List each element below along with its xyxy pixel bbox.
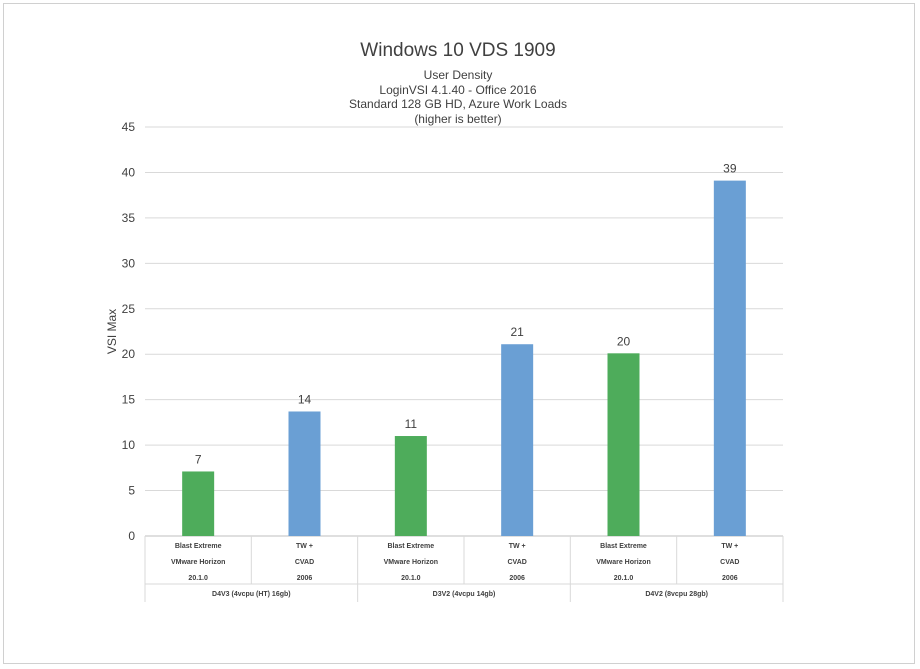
chart-subtitle-line: (higher is better)	[414, 112, 501, 126]
bar-data-label: 39	[723, 162, 737, 176]
y-tick-label: 35	[122, 211, 136, 225]
category-label: TW +	[721, 543, 738, 550]
y-tick-label: 30	[122, 256, 136, 270]
bar-data-label: 11	[405, 417, 418, 431]
bar	[607, 353, 640, 536]
category-label: 2006	[297, 575, 313, 582]
category-label: Blast Extreme	[387, 543, 434, 550]
category-label: TW +	[509, 543, 526, 550]
bar	[288, 411, 321, 536]
category-label: Blast Extreme	[175, 543, 222, 550]
y-tick-label: 5	[128, 484, 135, 498]
bar	[713, 180, 746, 536]
category-label: CVAD	[508, 559, 527, 566]
y-tick-label: 15	[122, 393, 136, 407]
chart-subtitle-line: Standard 128 GB HD, Azure Work Loads	[349, 97, 567, 111]
category-label: CVAD	[720, 559, 739, 566]
category-label: 20.1.0	[401, 575, 421, 582]
category-label: 2006	[509, 575, 525, 582]
category-label: Blast Extreme	[600, 543, 647, 550]
bar-data-label: 21	[510, 325, 524, 339]
category-label: 20.1.0	[188, 575, 208, 582]
y-tick-label: 0	[128, 529, 135, 543]
category-label: VMware Horizon	[171, 559, 225, 566]
y-tick-label: 25	[122, 302, 136, 316]
y-tick-label: 40	[122, 165, 136, 179]
chart-subtitle-line: LoginVSI 4.1.40 - Office 2016	[379, 83, 537, 97]
bar-chart: Windows 10 VDS 1909 User DensityLoginVSI …	[105, 40, 784, 602]
y-tick-label: 45	[122, 120, 136, 134]
chart-frame: Windows 10 VDS 1909 User Density LoginVSI …	[3, 3, 915, 664]
bar-data-label: 7	[195, 452, 202, 466]
bar	[182, 471, 215, 536]
category-label: VMware Horizon	[596, 559, 650, 566]
category-label: TW +	[296, 543, 313, 550]
chart-title: Windows 10 VDS 1909	[360, 40, 555, 61]
group-label: D4V2 (8vcpu 28gb)	[645, 591, 708, 598]
category-label: 2006	[722, 575, 738, 582]
bar	[394, 436, 427, 536]
chart-subtitle-line: User Density	[424, 68, 493, 82]
group-label: D3V2 (4vcpu 14gb)	[433, 591, 496, 598]
group-label: D4V3 (4vcpu (HT) 16gb)	[212, 591, 291, 598]
bar	[501, 344, 534, 536]
y-tick-label: 10	[122, 438, 136, 452]
y-axis-label: VSI Max	[105, 309, 119, 354]
bar-data-label: 20	[617, 334, 631, 348]
bar-data-label: 14	[298, 392, 312, 406]
category-label: CVAD	[295, 559, 314, 566]
category-label: VMware Horizon	[384, 559, 438, 566]
y-tick-label: 20	[122, 347, 136, 361]
category-label: 20.1.0	[614, 575, 634, 582]
